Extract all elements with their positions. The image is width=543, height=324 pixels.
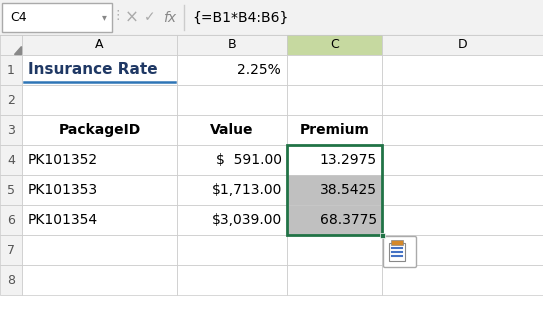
Bar — [22, 265, 177, 295]
Text: 3: 3 — [7, 123, 15, 136]
Bar — [177, 145, 287, 175]
Bar — [287, 145, 382, 235]
Bar — [22, 145, 177, 175]
Text: D: D — [458, 39, 468, 52]
Bar — [0, 85, 22, 115]
Text: 2.25%: 2.25% — [237, 63, 281, 77]
Bar — [177, 55, 287, 85]
Bar — [287, 35, 382, 55]
Bar — [382, 205, 543, 235]
Bar — [177, 35, 287, 55]
Bar — [177, 115, 287, 145]
Text: $  591.00: $ 591.00 — [216, 153, 282, 167]
Bar — [22, 205, 177, 235]
Text: {=B1*B4:B6}: {=B1*B4:B6} — [192, 10, 288, 25]
Bar — [382, 235, 543, 265]
Text: 68.3775: 68.3775 — [320, 213, 377, 227]
Bar — [382, 265, 543, 295]
Text: ✓: ✓ — [144, 10, 156, 25]
Bar — [389, 243, 405, 261]
Text: fx: fx — [163, 10, 176, 25]
Text: PK101354: PK101354 — [28, 213, 98, 227]
Bar — [382, 175, 543, 205]
Bar — [2, 3, 112, 32]
Text: 5: 5 — [7, 183, 15, 196]
Bar — [287, 115, 382, 145]
FancyBboxPatch shape — [383, 237, 416, 268]
Bar — [382, 85, 543, 115]
Bar — [382, 35, 543, 55]
Text: C: C — [330, 39, 339, 52]
Text: 1: 1 — [7, 64, 15, 76]
Bar — [22, 175, 177, 205]
Bar — [287, 265, 382, 295]
Text: $1,713.00: $1,713.00 — [212, 183, 282, 197]
Bar — [177, 235, 287, 265]
Bar — [22, 115, 177, 145]
Bar — [177, 85, 287, 115]
Bar — [0, 0, 543, 35]
Bar — [0, 265, 22, 295]
Text: 4: 4 — [7, 154, 15, 167]
Bar — [287, 205, 382, 235]
Text: A: A — [95, 39, 104, 52]
Bar — [287, 175, 382, 205]
Bar — [287, 145, 382, 175]
Bar — [0, 55, 22, 85]
Bar — [287, 205, 382, 235]
Bar — [287, 145, 382, 175]
Bar — [22, 235, 177, 265]
Text: Insurance Rate: Insurance Rate — [28, 63, 157, 77]
Bar — [0, 35, 543, 55]
Text: ⋮: ⋮ — [112, 9, 124, 22]
Bar — [287, 55, 382, 85]
Bar — [22, 35, 177, 55]
Text: 2: 2 — [7, 94, 15, 107]
Text: 13.2975: 13.2975 — [320, 153, 377, 167]
Text: PK101353: PK101353 — [28, 183, 98, 197]
Bar — [287, 175, 382, 205]
Text: PK101352: PK101352 — [28, 153, 98, 167]
Bar — [177, 175, 287, 205]
Text: 8: 8 — [7, 273, 15, 286]
Bar — [0, 175, 22, 205]
Bar — [382, 145, 543, 175]
Text: C4: C4 — [10, 11, 27, 24]
Bar — [0, 205, 22, 235]
Text: ×: × — [125, 8, 139, 27]
Text: 7: 7 — [7, 244, 15, 257]
Bar — [382, 55, 543, 85]
Bar — [177, 265, 287, 295]
Text: PackageID: PackageID — [59, 123, 141, 137]
Text: 38.5425: 38.5425 — [320, 183, 377, 197]
Bar — [177, 205, 287, 235]
Bar — [380, 233, 384, 237]
Text: $3,039.00: $3,039.00 — [212, 213, 282, 227]
Text: Premium: Premium — [300, 123, 369, 137]
Bar — [0, 35, 22, 55]
Bar — [0, 115, 22, 145]
Text: B: B — [228, 39, 236, 52]
Bar — [22, 55, 177, 85]
Text: Value: Value — [210, 123, 254, 137]
Polygon shape — [14, 46, 21, 54]
Bar — [287, 85, 382, 115]
Bar — [382, 115, 543, 145]
Bar — [0, 235, 22, 265]
Text: 6: 6 — [7, 214, 15, 226]
Text: ▾: ▾ — [102, 13, 106, 22]
Bar — [287, 235, 382, 265]
Bar — [22, 85, 177, 115]
Bar — [0, 145, 22, 175]
Bar — [391, 240, 403, 245]
